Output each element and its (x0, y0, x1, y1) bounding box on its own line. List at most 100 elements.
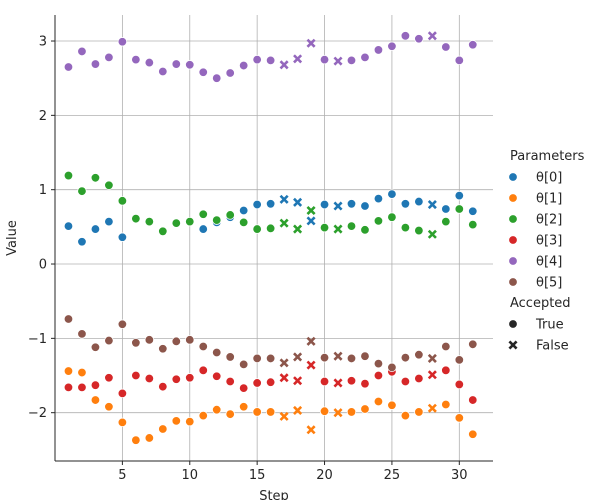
accepted-point (158, 424, 168, 434)
accepted-point (319, 222, 330, 233)
cross-stroke (306, 205, 316, 216)
y-tick-label: −2 (28, 406, 47, 421)
accepted-point (144, 335, 155, 345)
legend-label: θ[4] (536, 255, 562, 270)
accepted-point (468, 339, 478, 349)
accepted-point (252, 199, 262, 210)
rejected-point (293, 405, 303, 415)
cross-stroke (306, 38, 316, 48)
accepted-point (238, 402, 249, 412)
x-tick-label: 5 (118, 468, 126, 483)
accepted-point (387, 189, 397, 199)
accepted-point (131, 370, 141, 381)
cross-stroke (333, 408, 343, 418)
accepted-point (346, 221, 357, 231)
accepted-point (454, 204, 465, 214)
accepted-point (117, 388, 128, 399)
accepted-point (77, 46, 87, 57)
rejected-point (333, 224, 343, 234)
legend-marker (508, 214, 518, 224)
accepted-point (63, 382, 74, 393)
accepted-point (185, 416, 195, 427)
rejected-point (427, 370, 437, 380)
legend-label: θ[1] (536, 192, 562, 207)
accepted-point (212, 371, 222, 381)
accepted-point (373, 358, 384, 369)
legend-label: θ[5] (536, 276, 562, 291)
rejected-point (279, 373, 289, 383)
accepted-point (238, 359, 249, 370)
legend-marker (508, 172, 518, 182)
rejected-point (306, 38, 316, 48)
rejected-point (279, 60, 289, 70)
accepted-point (373, 193, 384, 204)
y-tick-label: 1 (39, 183, 47, 198)
cross-stroke (293, 54, 303, 64)
cross-stroke (427, 229, 437, 239)
accepted-point (468, 429, 478, 439)
accepted-point (158, 344, 168, 354)
accepted-point (144, 373, 155, 384)
accepted-point (104, 52, 114, 63)
accepted-point (414, 196, 424, 207)
rejected-point (333, 201, 343, 211)
accepted-point (441, 365, 451, 376)
accepted-point (400, 410, 411, 421)
cross-stroke (427, 200, 437, 210)
cross-stroke (427, 403, 437, 413)
rejected-point (306, 216, 316, 226)
rejected-point (279, 194, 289, 204)
accepted-point (104, 335, 114, 346)
accepted-point (90, 342, 101, 352)
rejected-point (333, 378, 343, 388)
accepted-point (117, 196, 128, 206)
accepted-point (346, 353, 357, 364)
accepted-point (225, 68, 235, 78)
accepted-point (360, 404, 370, 414)
accepted-point (212, 405, 222, 415)
legend-label: θ[3] (536, 234, 562, 249)
cross-stroke (333, 378, 343, 388)
accepted-point (454, 55, 465, 66)
accepted-point (117, 232, 128, 242)
accepted-point (265, 199, 276, 209)
accepted-point (131, 338, 141, 348)
accepted-point (414, 350, 424, 360)
accepted-point (265, 377, 276, 387)
accepted-point (131, 435, 141, 445)
accepted-point (252, 54, 262, 65)
cross-stroke (333, 201, 343, 211)
accepted-point (77, 382, 87, 393)
accepted-point (441, 216, 451, 227)
accepted-point (400, 352, 411, 363)
accepted-point (346, 376, 357, 386)
accepted-point (400, 31, 411, 41)
accepted-point (63, 314, 74, 324)
cross-stroke (333, 224, 343, 234)
rejected-point (427, 229, 437, 239)
y-tick-label: −1 (28, 332, 47, 347)
cross-stroke (508, 340, 518, 350)
accepted-point (104, 180, 114, 190)
rejected-point (306, 425, 316, 435)
accepted-point (373, 216, 384, 226)
y-tick-label: 3 (39, 35, 47, 50)
legend-marker (508, 340, 518, 350)
cross-stroke (293, 376, 303, 386)
cross-stroke (293, 197, 303, 207)
rejected-point (333, 56, 343, 66)
legend-label: θ[0] (536, 171, 562, 186)
accepted-point (104, 402, 114, 412)
rejected-point (293, 352, 303, 362)
rejected-point (293, 54, 303, 64)
cross-stroke (293, 405, 303, 415)
accepted-point (198, 209, 208, 219)
grid (55, 15, 493, 461)
accepted-point (346, 199, 357, 209)
legend-title-parameters: Parameters (510, 149, 585, 164)
accepted-point (144, 57, 155, 68)
accepted-point (212, 73, 222, 83)
accepted-point (454, 413, 465, 423)
accepted-point (63, 221, 74, 231)
